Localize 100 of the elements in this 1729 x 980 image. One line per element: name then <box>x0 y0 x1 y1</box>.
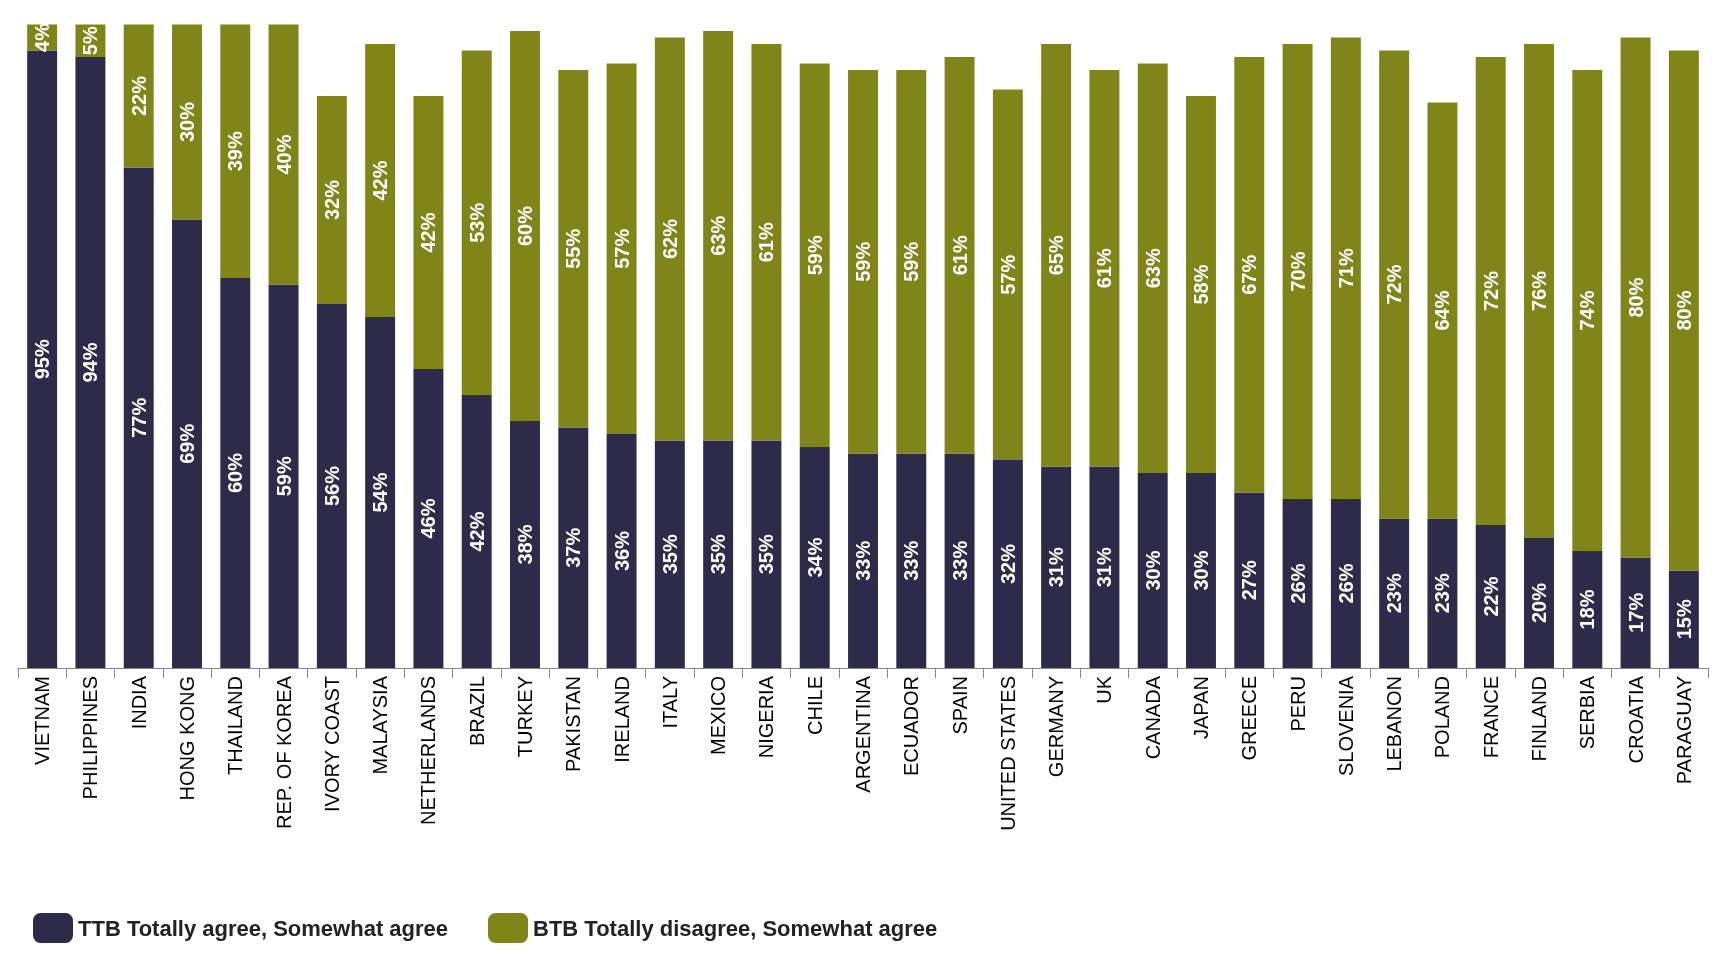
bar <box>654 440 685 668</box>
bar <box>848 70 878 454</box>
data-label: 42% <box>417 212 440 253</box>
bar <box>751 44 782 441</box>
data-label: 61% <box>948 235 971 276</box>
data-label: 54% <box>369 472 392 513</box>
data-label: 20% <box>1528 582 1550 624</box>
data-label: 33% <box>900 540 923 581</box>
bar <box>606 434 637 668</box>
bar <box>1330 37 1361 499</box>
bar <box>1282 44 1313 499</box>
data-label: 71% <box>1334 248 1357 289</box>
bar <box>799 63 830 447</box>
data-label: 62% <box>658 218 681 260</box>
bar <box>1427 518 1458 668</box>
bar <box>703 440 734 668</box>
data-label: 22% <box>1479 576 1502 617</box>
bar <box>1041 466 1072 668</box>
data-label: 4% <box>31 22 54 52</box>
x-tick-label: GERMANY <box>1045 676 1068 778</box>
data-label: 23% <box>1383 573 1406 614</box>
x-tick-label: UK <box>1093 675 1116 704</box>
bar <box>896 453 927 668</box>
x-tick-label: PAKISTAN <box>562 676 585 772</box>
x-tick-label: HONG KONG <box>176 676 198 801</box>
data-label: 59% <box>272 456 295 497</box>
bar <box>27 50 58 668</box>
data-label: 42% <box>465 511 488 552</box>
data-label: 63% <box>1141 248 1164 289</box>
bar <box>1089 466 1120 668</box>
bar <box>1475 525 1506 668</box>
data-label: 18% <box>1576 589 1599 630</box>
data-label: 17% <box>1624 592 1647 633</box>
x-tick-label: POLAND <box>1431 676 1454 759</box>
bar <box>1620 37 1651 558</box>
x-tick-label: IRELAND <box>610 676 633 763</box>
bar <box>848 453 878 668</box>
data-label: 60% <box>514 205 536 247</box>
bar <box>123 24 154 168</box>
data-label: 30% <box>1190 550 1212 591</box>
bar <box>413 96 444 369</box>
x-tick-label: MEXICO <box>707 676 730 755</box>
bar <box>1620 557 1651 668</box>
data-label: 32% <box>320 179 343 221</box>
x-tick-label: ITALY <box>658 676 681 729</box>
bar <box>992 460 1023 668</box>
data-label: 33% <box>948 540 971 581</box>
data-label: 56% <box>320 465 343 507</box>
bar <box>220 278 251 668</box>
bar <box>1524 44 1554 538</box>
data-label: 76% <box>1528 270 1550 312</box>
data-label: 80% <box>1672 290 1695 331</box>
data-label: 32% <box>996 543 1019 585</box>
data-label: 57% <box>996 254 1019 295</box>
data-label: 42% <box>369 160 392 201</box>
data-label: 61% <box>1093 248 1116 289</box>
data-label: 27% <box>1238 560 1261 601</box>
data-label: 53% <box>465 202 488 243</box>
data-label: 74% <box>1576 290 1599 331</box>
data-label: 38% <box>514 524 536 565</box>
data-label: 58% <box>1190 264 1212 305</box>
data-label: 35% <box>755 534 778 575</box>
x-tick-label: BRAZIL <box>465 676 488 747</box>
bar <box>172 219 202 668</box>
data-label: 34% <box>803 537 826 578</box>
data-label: 55% <box>562 228 585 269</box>
bar <box>1137 63 1168 473</box>
bar <box>992 89 1023 460</box>
bar <box>220 24 251 278</box>
x-tick-label: CHILE <box>803 676 826 735</box>
x-tick-label: CANADA <box>1141 675 1164 760</box>
bar <box>365 44 396 317</box>
x-tick-label: FRANCE <box>1479 676 1502 759</box>
data-label: 60% <box>224 452 247 494</box>
x-tick-label: SLOVENIA <box>1334 675 1357 777</box>
x-tick-label: MALAYSIA <box>369 675 392 775</box>
bar <box>944 453 975 668</box>
bar <box>751 440 782 668</box>
data-label: 67% <box>1238 254 1261 295</box>
data-label: 22% <box>127 75 150 117</box>
x-tick-label: GREECE <box>1238 676 1261 761</box>
bar <box>1137 473 1168 668</box>
bar <box>558 427 589 668</box>
bar <box>654 37 685 441</box>
bar <box>944 57 975 454</box>
data-label: 40% <box>272 134 295 175</box>
data-label: 5% <box>79 26 102 56</box>
data-label: 95% <box>31 339 54 380</box>
bar <box>123 167 154 668</box>
x-tick-label: SPAIN <box>948 676 971 735</box>
x-tick-label: VIETNAM <box>31 676 54 765</box>
data-label: 94% <box>79 342 102 383</box>
legend-label: BTB Totally disagree, Somewhat agree <box>533 915 938 941</box>
bar <box>1572 551 1603 668</box>
data-label: 33% <box>852 540 874 581</box>
bar <box>1379 50 1410 519</box>
data-label: 36% <box>610 530 633 572</box>
bar <box>172 24 202 220</box>
data-label: 63% <box>707 215 730 256</box>
bar <box>896 70 927 454</box>
